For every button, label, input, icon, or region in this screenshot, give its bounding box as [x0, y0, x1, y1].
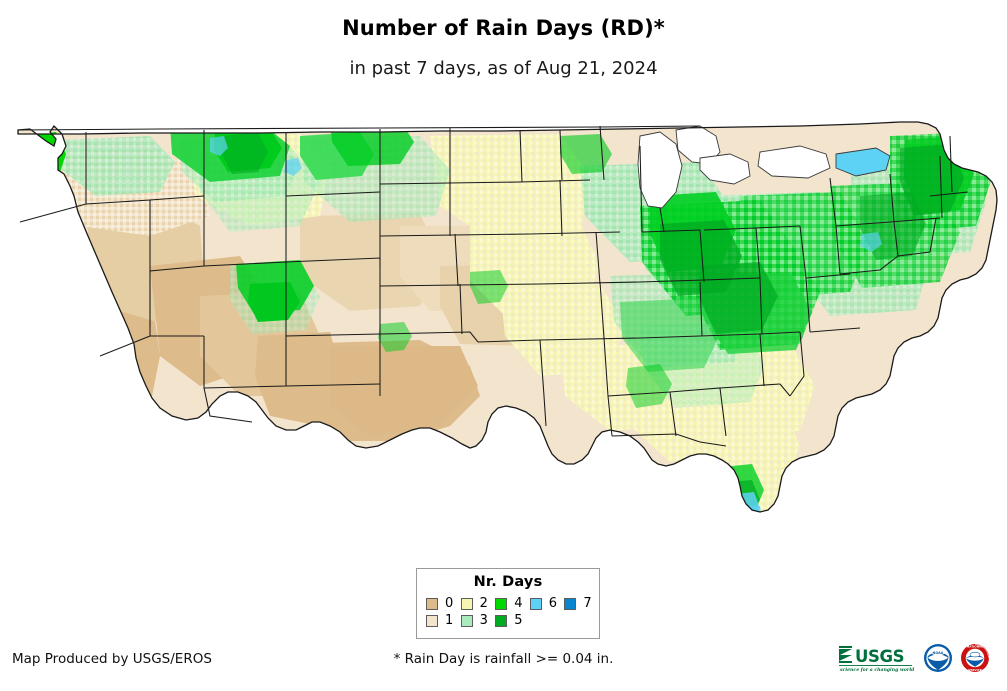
legend-swatch-2 — [460, 597, 473, 610]
legend-item-1[interactable]: 1 — [426, 614, 461, 627]
legend-item-6[interactable]: 6 — [529, 596, 565, 611]
agency-logos: USGS science for a changing world NOAA N… — [838, 636, 1000, 680]
legend-item-spacer-2 — [564, 615, 599, 627]
usgs-logo[interactable]: USGS science for a changing world — [838, 644, 916, 672]
legend-swatch-0 — [426, 597, 438, 610]
svg-text:SERVICE: SERVICE — [968, 668, 982, 672]
legend-swatch-3 — [460, 614, 473, 627]
great-lakes — [637, 125, 891, 209]
legend-label-5: 5 — [514, 613, 523, 628]
legend-row-top: 0 2 4 6 7 — [426, 595, 599, 612]
legend-item-4[interactable]: 4 — [495, 597, 530, 610]
legend-label-0: 0 — [445, 596, 454, 611]
map-svg — [17, 121, 998, 513]
legend-item-2[interactable]: 2 — [460, 596, 496, 611]
legend-label-3: 3 — [479, 613, 488, 628]
legend-item-7[interactable]: 7 — [564, 597, 599, 610]
map-raster — [18, 122, 997, 512]
legend-swatch-4 — [495, 597, 508, 610]
legend-label-7: 7 — [583, 596, 592, 611]
legend-label-1: 1 — [445, 613, 454, 628]
legend-swatch-6 — [529, 597, 542, 610]
legend-title: Nr. Days — [473, 574, 543, 590]
legend-label-4: 4 — [514, 596, 523, 611]
legend-row-bottom: 1 3 5 — [426, 612, 599, 629]
noaa-logo[interactable]: NOAA — [923, 643, 953, 673]
page-subtitle: in past 7 days, as of Aug 21, 2024 — [349, 58, 658, 79]
legend-label-2: 2 — [479, 596, 488, 611]
rain-days-map — [0, 96, 1007, 556]
map-legend: Nr. Days 0 2 4 6 — [416, 568, 600, 639]
svg-text:NATIONAL: NATIONAL — [967, 645, 984, 649]
rain-day-footnote: * Rain Day is rainfall >= 0.04 in. — [393, 651, 614, 667]
page-title: Number of Rain Days (RD)* — [342, 16, 665, 40]
legend-swatch-5 — [495, 614, 508, 627]
legend-swatch-1 — [426, 614, 438, 627]
legend-item-0[interactable]: 0 — [426, 597, 461, 610]
state-boundaries — [17, 125, 969, 447]
legend-label-6: 6 — [548, 596, 558, 611]
svg-text:USGS: USGS — [855, 647, 904, 666]
legend-item-5[interactable]: 5 — [495, 614, 530, 627]
map-credit: Map Produced by USGS/EROS — [12, 651, 212, 667]
nws-logo[interactable]: NATIONAL SERVICE — [960, 643, 990, 673]
legend-item-spacer-1 — [530, 615, 565, 627]
svg-text:NOAA: NOAA — [933, 651, 944, 655]
legend-item-3[interactable]: 3 — [460, 613, 496, 628]
legend-rows: 0 2 4 6 7 — [417, 595, 599, 629]
svg-text:science for a changing world: science for a changing world — [840, 667, 915, 672]
legend-swatch-7 — [564, 597, 577, 610]
